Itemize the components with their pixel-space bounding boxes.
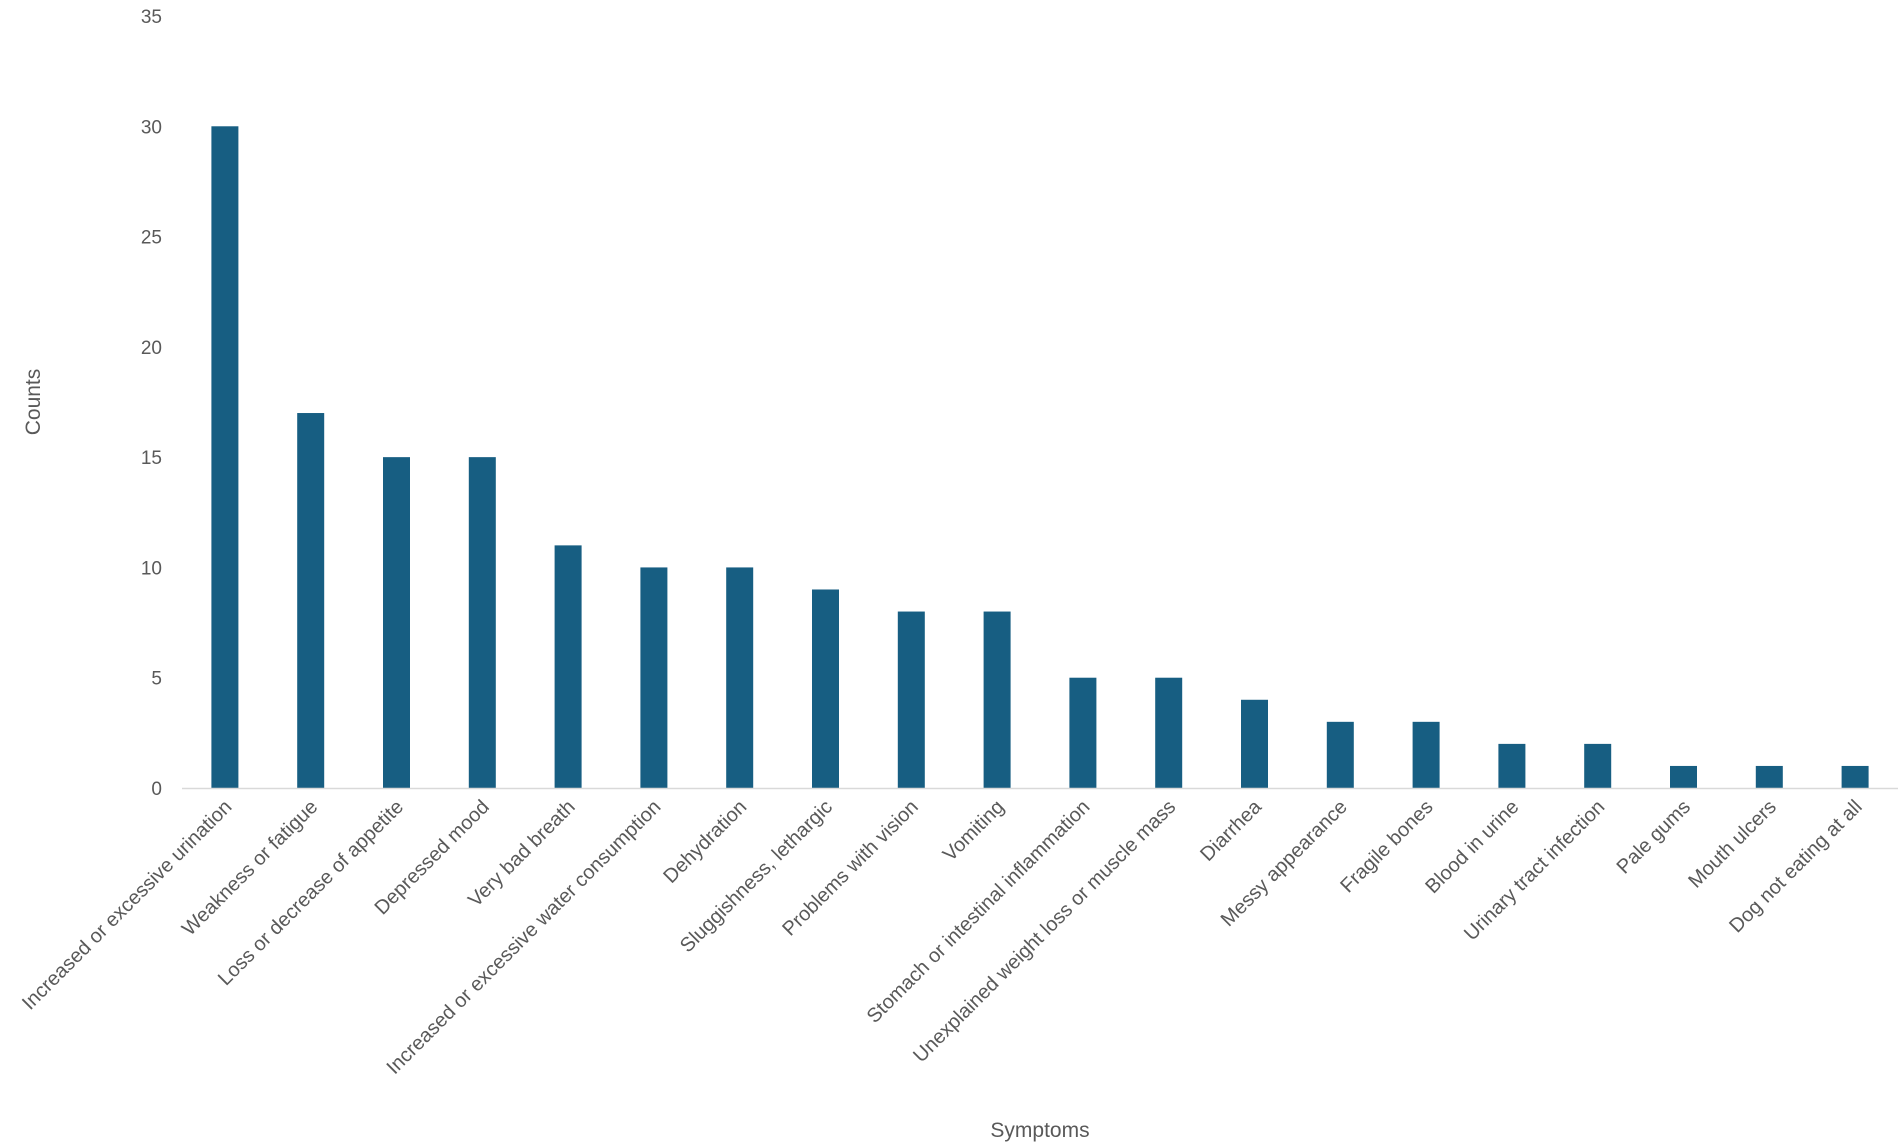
x-category-label: Loss or decrease of appetite (214, 796, 408, 990)
bar (211, 126, 239, 789)
bar (1326, 721, 1354, 788)
x-category-label: Mouth ulcers (1684, 796, 1781, 893)
bar (1069, 677, 1097, 788)
bar (983, 611, 1011, 788)
bar (1412, 721, 1440, 788)
x-category-label: Diarrhea (1196, 795, 1266, 865)
y-tick-label: 5 (151, 669, 162, 690)
x-category-label: Urinary tract infection (1460, 796, 1609, 945)
y-tick-label: 0 (151, 779, 162, 800)
x-category-label: Pale gums (1613, 796, 1695, 878)
y-tick-label: 35 (141, 7, 162, 28)
bar (812, 589, 839, 788)
bar (468, 457, 496, 788)
bar (1584, 743, 1612, 788)
bar (1498, 743, 1526, 788)
bar (897, 611, 925, 788)
y-tick-label: 15 (141, 448, 162, 469)
y-tick-label: 30 (141, 117, 162, 138)
bar (297, 413, 325, 788)
x-category-label: Vomiting (939, 796, 1009, 866)
y-axis-ticks: 0 5 10 15 20 25 30 35 (141, 7, 162, 800)
bar (726, 567, 754, 788)
bar (640, 567, 668, 788)
y-tick-label: 10 (141, 558, 162, 579)
x-axis-title: Symptoms (990, 1119, 1089, 1142)
bar (1155, 677, 1183, 788)
x-axis-category-labels: Increased or excessive urinationWeakness… (18, 795, 1867, 1078)
bar (1670, 765, 1697, 788)
y-axis-title: Counts (22, 369, 45, 436)
bar (1841, 765, 1869, 788)
x-category-label: Dehydration (659, 796, 751, 888)
bar (1241, 699, 1268, 788)
bar (383, 457, 410, 788)
bar (1755, 765, 1783, 788)
bars (211, 126, 1869, 789)
y-tick-label: 25 (141, 228, 162, 249)
bar (554, 545, 582, 788)
y-tick-label: 20 (141, 338, 162, 359)
x-category-label: Sluggishness, lethargic (676, 796, 837, 957)
